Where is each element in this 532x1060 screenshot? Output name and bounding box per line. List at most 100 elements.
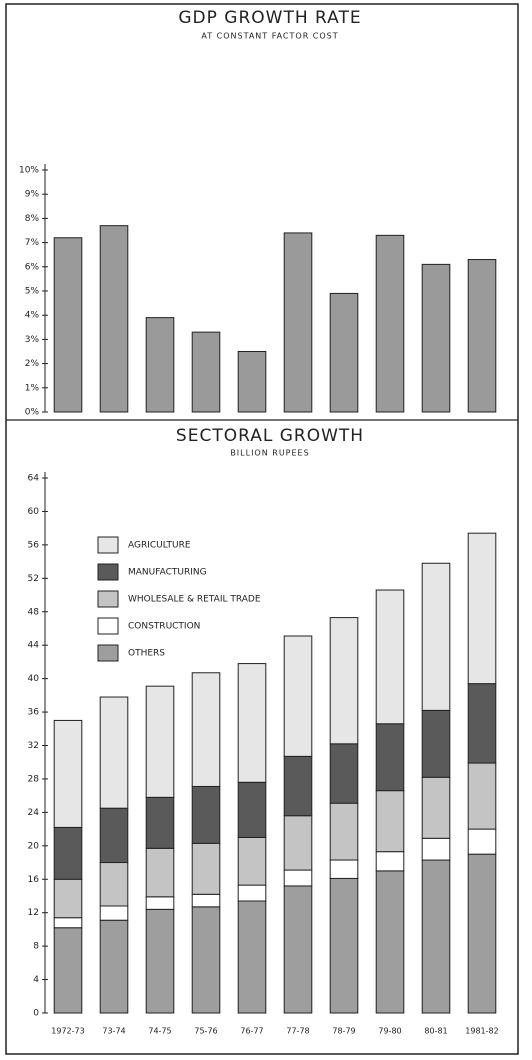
x-tick-label: 1972-73 [51, 1027, 84, 1036]
legend-label: MANUFACTURING [128, 568, 207, 578]
bar-segment [99, 807, 129, 864]
chart-title: SECTORAL GROWTH [176, 426, 364, 446]
legend-swatch [97, 644, 119, 662]
y-tick-label: 60 [28, 507, 40, 517]
bar-segment [421, 562, 451, 711]
bar-segment [99, 905, 129, 921]
bar-segment [99, 862, 129, 907]
x-tick-label: 79-80 [378, 1027, 401, 1036]
legend-swatch [97, 590, 119, 608]
bar-segment [375, 870, 405, 1014]
bar-segment [421, 837, 451, 861]
bar-segment [145, 908, 175, 1014]
legend-label: OTHERS [128, 649, 165, 659]
y-tick-label: 24 [28, 808, 40, 818]
bar-segment [283, 885, 313, 1014]
y-tick-label: 0% [25, 408, 40, 418]
x-tick-label: 77-78 [286, 1027, 309, 1036]
x-tick-label: 75-76 [194, 1027, 217, 1036]
bar-segment [329, 802, 359, 861]
bar-segment [375, 589, 405, 725]
frame [5, 3, 519, 1055]
bar-segment [329, 617, 359, 745]
y-tick-label: 16 [28, 875, 40, 885]
bar-segment [237, 663, 267, 783]
bar-segment [191, 785, 221, 844]
legend-swatch [97, 536, 119, 554]
bar [53, 237, 83, 413]
bar-segment [191, 893, 221, 908]
y-tick-label: 5% [25, 287, 40, 297]
bar-segment [467, 683, 497, 764]
y-tick-label: 1% [25, 383, 40, 393]
bar-segment [99, 696, 129, 809]
bar [329, 292, 359, 413]
bar-segment [467, 853, 497, 1014]
x-tick-label: 74-75 [148, 1027, 171, 1036]
y-tick-label: 52 [28, 574, 39, 584]
bar-segment [375, 723, 405, 792]
legend-label: WHOLESALE & RETAIL TRADE [128, 595, 261, 605]
bar-segment [145, 796, 175, 849]
y-tick-label: 48 [28, 607, 40, 617]
x-tick-label: 1981-82 [465, 1027, 498, 1036]
bar-segment [191, 672, 221, 787]
bar-segment [467, 828, 497, 855]
bar [191, 331, 221, 413]
x-tick-label: 80-81 [424, 1027, 447, 1036]
bar-segment [283, 635, 313, 757]
bar-segment [421, 709, 451, 778]
y-tick-label: 64 [28, 474, 40, 484]
chart-subtitle: AT CONSTANT FACTOR COST [201, 32, 338, 41]
bar-segment [375, 790, 405, 853]
bar-segment [191, 906, 221, 1014]
y-tick-label: 36 [28, 708, 40, 718]
y-tick-label: 10% [19, 166, 39, 176]
x-tick-label: 78-79 [332, 1027, 355, 1036]
y-tick-label: 32 [28, 741, 39, 751]
y-tick-label: 20 [28, 841, 40, 851]
y-tick-label: 44 [28, 641, 40, 651]
bar-segment [329, 743, 359, 804]
bar-segment [53, 719, 83, 828]
bar [145, 317, 175, 413]
bar [237, 351, 267, 413]
x-tick-label: 76-77 [240, 1027, 263, 1036]
bar-segment [145, 685, 175, 798]
bar-segment [237, 836, 267, 886]
y-tick-label: 0 [33, 1009, 39, 1019]
x-tick-label: 73-74 [102, 1027, 125, 1036]
bar-segment [375, 851, 405, 872]
y-tick-label: 4% [25, 311, 40, 321]
chart-title: GDP GROWTH RATE [178, 8, 361, 28]
legend-label: CONSTRUCTION [128, 622, 200, 632]
bar [283, 232, 313, 413]
bar-segment [421, 776, 451, 839]
legend-label: AGRICULTURE [128, 541, 191, 551]
y-tick-label: 40 [28, 674, 40, 684]
bar-segment [283, 755, 313, 817]
y-tick-label: 7% [25, 238, 40, 248]
bar-segment [191, 842, 221, 895]
y-tick-label: 4 [33, 975, 39, 985]
bar [375, 234, 405, 413]
legend-swatch [97, 617, 119, 635]
bar [99, 225, 129, 413]
bar-segment [467, 762, 497, 830]
y-tick-label: 6% [25, 262, 40, 272]
bar-segment [53, 826, 83, 880]
bar-segment [53, 927, 83, 1014]
chart-subtitle: BILLION RUPEES [230, 449, 309, 458]
y-tick-label: 8% [25, 214, 40, 224]
bar-segment [53, 878, 83, 919]
bar-segment [145, 896, 175, 910]
bar-segment [329, 877, 359, 1014]
bar [421, 263, 451, 413]
bar-segment [467, 532, 497, 685]
bar-segment [237, 781, 267, 838]
bar-segment [53, 917, 83, 929]
y-tick-label: 8 [33, 942, 39, 952]
bar-segment [283, 815, 313, 871]
y-tick-label: 12 [28, 908, 39, 918]
